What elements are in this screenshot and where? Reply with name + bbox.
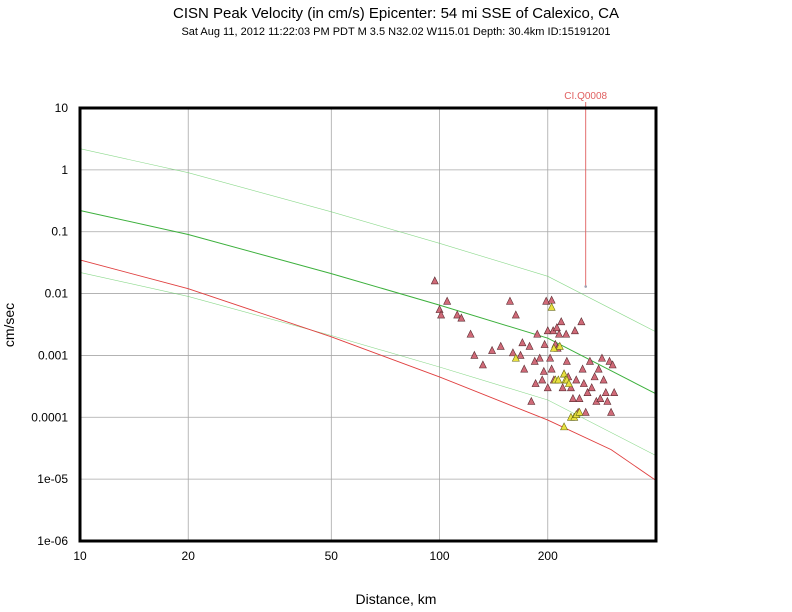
data-point — [547, 364, 556, 373]
data-point — [443, 296, 452, 305]
y-tick-label: 1 — [61, 163, 68, 177]
data-point — [546, 353, 555, 362]
data-point — [570, 326, 579, 335]
data-point — [607, 407, 616, 416]
chart-subtitle: Sat Aug 11, 2012 11:22:03 PM PDT M 3.5 N… — [181, 26, 611, 38]
marker-label: CI.Q0008 — [564, 91, 607, 102]
data-point — [562, 356, 571, 365]
data-point — [564, 378, 573, 387]
data-point — [568, 393, 577, 402]
x-tick-label: 50 — [325, 549, 339, 563]
y-tick-label: 0.001 — [38, 348, 68, 362]
data-point — [610, 387, 619, 396]
curve-line — [79, 148, 657, 333]
data-point — [525, 341, 534, 350]
data-point — [516, 350, 525, 359]
data-point — [488, 345, 497, 354]
data-point — [511, 353, 520, 362]
data-point — [505, 296, 514, 305]
data-point — [599, 375, 608, 384]
data-point — [453, 310, 462, 319]
y-tick-label: 0.01 — [45, 287, 69, 301]
data-point — [538, 375, 547, 384]
data-point — [566, 383, 575, 392]
data-point — [581, 407, 590, 416]
grid — [79, 107, 656, 542]
station-points — [430, 276, 619, 431]
x-tick-label: 100 — [430, 549, 450, 563]
data-point — [547, 295, 556, 304]
data-point — [603, 396, 612, 405]
data-point — [601, 387, 610, 396]
data-point — [527, 396, 536, 405]
data-point — [543, 383, 552, 392]
curve-line — [79, 272, 657, 456]
tick-labels: 10 20 50 100 200 10 1 0.1 0.01 0.001 0.0001 1e-05 1e… — [31, 101, 558, 563]
data-point — [539, 366, 548, 375]
data-point — [496, 341, 505, 350]
x-tick-label: 10 — [73, 549, 87, 563]
data-point — [597, 353, 606, 362]
chart-title: CISN Peak Velocity (in cm/s) Epicenter: … — [173, 5, 619, 22]
data-point — [555, 341, 564, 350]
data-point — [533, 329, 542, 338]
y-tick-label: 1e-06 — [37, 534, 68, 548]
data-point — [518, 338, 527, 347]
data-point — [511, 310, 520, 319]
data-point — [594, 364, 603, 373]
data-point — [585, 356, 594, 365]
data-point — [558, 383, 567, 392]
y-axis-label: cm/sec — [1, 303, 17, 347]
data-point — [577, 317, 586, 326]
data-point — [549, 343, 558, 352]
reference-marker: CI.Q0008 — [564, 91, 608, 288]
data-point — [457, 313, 466, 322]
data-point — [587, 383, 596, 392]
marker-point — [584, 285, 588, 288]
data-point — [578, 364, 587, 373]
data-point — [575, 407, 584, 416]
curve-line — [79, 210, 657, 395]
data-point — [596, 393, 605, 402]
data-point — [470, 350, 479, 359]
data-point — [478, 360, 487, 369]
data-point — [520, 364, 529, 373]
data-point — [466, 329, 475, 338]
data-point — [590, 372, 599, 381]
data-point — [557, 317, 566, 326]
data-point — [535, 353, 544, 362]
y-tick-label: 0.0001 — [31, 410, 68, 424]
plot-frame — [78, 106, 658, 543]
data-point — [430, 276, 439, 285]
x-tick-label: 200 — [538, 549, 558, 563]
data-point — [555, 329, 564, 338]
data-point — [531, 378, 540, 387]
data-point — [583, 387, 592, 396]
data-point — [608, 360, 617, 369]
data-point — [435, 304, 444, 313]
data-point — [562, 329, 571, 338]
data-point — [579, 378, 588, 387]
x-tick-label: 20 — [182, 549, 196, 563]
data-point — [547, 302, 556, 311]
data-point — [540, 339, 549, 348]
data-point — [542, 296, 551, 305]
data-point — [572, 375, 581, 384]
data-point — [437, 310, 446, 319]
y-tick-label: 1e-05 — [37, 472, 68, 486]
data-point — [554, 375, 563, 384]
x-axis-label: Distance, km — [356, 591, 437, 607]
y-tick-label: 10 — [55, 101, 69, 115]
data-point — [552, 323, 561, 332]
data-point — [560, 369, 569, 378]
data-point — [543, 326, 552, 335]
data-point — [560, 422, 569, 431]
attenuation-curves — [79, 148, 657, 481]
y-tick-label: 0.1 — [51, 225, 68, 239]
data-point — [575, 393, 584, 402]
data-point — [508, 348, 517, 357]
data-point — [605, 356, 614, 365]
curve-line — [79, 259, 657, 481]
